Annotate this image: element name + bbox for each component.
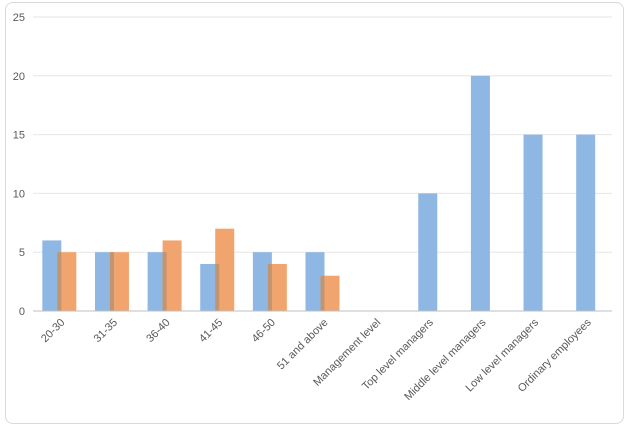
bar-series1 xyxy=(418,193,438,311)
bar-series1 xyxy=(305,252,325,311)
bar-series2 xyxy=(57,252,77,311)
y-tick-label: 10 xyxy=(13,188,25,200)
bar-series1 xyxy=(252,252,272,311)
bar-series1 xyxy=(470,75,490,311)
bar-series1 xyxy=(147,252,167,311)
bar-series1 xyxy=(42,240,62,311)
bar-series2 xyxy=(109,252,129,311)
bar-overlap xyxy=(267,263,272,311)
y-tick-label: 15 xyxy=(13,130,25,142)
x-tick-label: 46-50 xyxy=(250,317,278,345)
bar-series1 xyxy=(576,134,596,311)
x-tick-label: 20-30 xyxy=(39,317,67,345)
x-tick-label: 51 and above xyxy=(275,317,331,373)
gridlines xyxy=(33,16,612,253)
bar-overlap xyxy=(109,252,114,311)
x-tick-label: 36-40 xyxy=(144,317,172,345)
y-tick-label: 25 xyxy=(13,12,25,24)
bar-series1 xyxy=(94,252,114,311)
bar-series1 xyxy=(200,263,220,311)
y-axis-ticks: 0 5 10 15 20 25 xyxy=(13,12,25,318)
y-tick-label: 0 xyxy=(19,306,25,318)
bar-series2 xyxy=(320,275,340,311)
bar-overlap xyxy=(162,252,167,311)
bar-overlap xyxy=(215,263,220,311)
bar-series2 xyxy=(267,263,287,311)
x-tick-label: 31-35 xyxy=(92,317,120,345)
chart-frame xyxy=(5,2,624,424)
bar-overlap xyxy=(320,275,325,311)
bars xyxy=(42,75,596,311)
y-tick-label: 5 xyxy=(19,247,25,259)
bar-series2 xyxy=(215,228,235,311)
x-tick-label: 41-45 xyxy=(197,317,225,345)
bar-overlap xyxy=(57,252,62,311)
y-tick-label: 20 xyxy=(13,71,25,83)
bar-series1 xyxy=(523,134,543,311)
bar-series2 xyxy=(162,240,182,311)
